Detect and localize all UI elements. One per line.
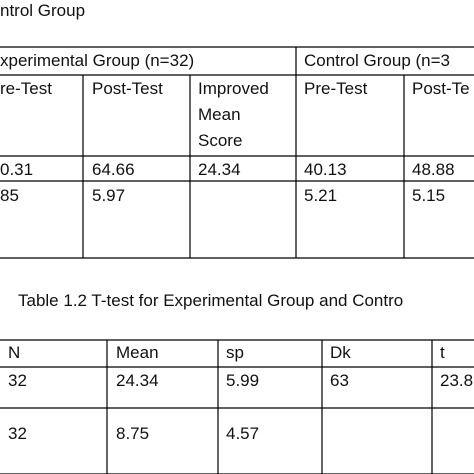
table-cell: 5.97: [92, 186, 126, 205]
table-cell: 4.57: [226, 424, 260, 443]
table-cell: 85: [0, 186, 19, 205]
column-header: N: [8, 343, 21, 362]
table-cell: 23.8: [440, 371, 474, 390]
table-cell: 32: [8, 424, 27, 443]
title: ntrol Group: [0, 1, 86, 20]
table-cell: 0.31: [0, 160, 34, 179]
column-header: Mean: [116, 343, 159, 362]
column-header: Dk: [330, 343, 351, 362]
column-header: Improved Mean Score: [198, 79, 269, 150]
group-header: Control Group (n=3: [304, 51, 450, 70]
table-cell: 32: [8, 371, 27, 390]
table-cell: 5.21: [304, 186, 338, 205]
column-header: t: [440, 343, 445, 362]
caption: Table 1.2 T-test for Experimental Group …: [18, 291, 404, 310]
table-cell: 5.99: [226, 371, 260, 390]
column-header: sp: [226, 343, 244, 362]
column-header: re-Test: [0, 79, 52, 98]
table-cell: 63: [330, 371, 349, 390]
column-header: Pre-Test: [304, 79, 368, 98]
table-cell: 40.13: [304, 160, 347, 179]
table-cell: 8.75: [116, 424, 150, 443]
column-header: Post-Test: [92, 79, 163, 98]
table-cell: 64.66: [92, 160, 135, 179]
table-cell: 24.34: [198, 160, 241, 179]
table-cell: 24.34: [116, 371, 159, 390]
table-cell: 48.88: [412, 160, 455, 179]
column-header: Post-Te: [412, 79, 470, 98]
group-header: xperimental Group (n=32): [0, 51, 195, 70]
table-cell: 5.15: [412, 186, 446, 205]
